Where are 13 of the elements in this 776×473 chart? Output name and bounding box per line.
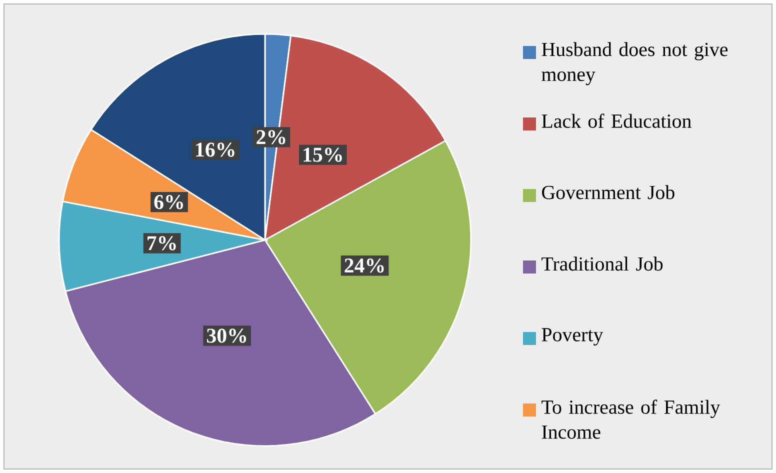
data-label: 15% (304, 148, 342, 162)
data-label: 2% (256, 130, 286, 144)
data-label: 30% (206, 328, 246, 343)
data-label: 6% (154, 194, 183, 210)
legend-label: Lack of Education (542, 114, 692, 128)
legend-label: Traditional Job (542, 256, 663, 271)
legend-label: Poverty (542, 328, 604, 346)
data-label: 24% (344, 258, 384, 273)
legend-label: To increase of Family Income (542, 400, 720, 439)
legend-label: Husband does not give money (542, 42, 728, 86)
data-label: 16% (196, 142, 234, 157)
data-label: 7% (148, 236, 176, 250)
legend-label: Government Job (542, 185, 674, 200)
